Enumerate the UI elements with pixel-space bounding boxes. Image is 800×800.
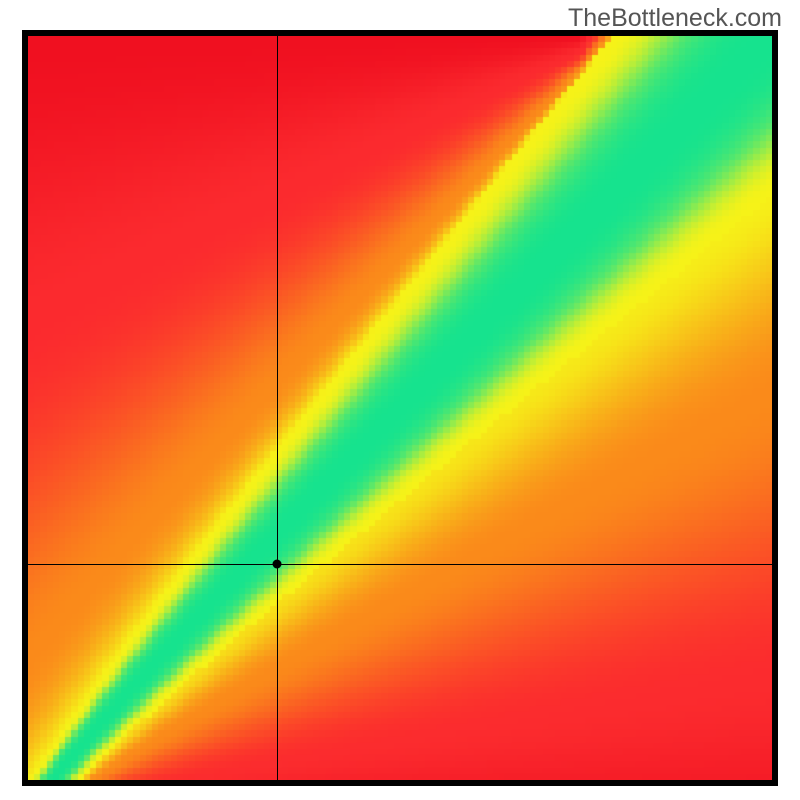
plot-inner <box>28 36 772 780</box>
watermark-text: TheBottleneck.com <box>568 4 782 33</box>
crosshair-vertical <box>277 36 278 780</box>
crosshair-horizontal <box>28 564 772 565</box>
heatmap-canvas <box>28 36 772 780</box>
crosshair-marker <box>273 560 282 569</box>
plot-frame <box>22 30 778 786</box>
chart-container: TheBottleneck.com <box>0 0 800 800</box>
